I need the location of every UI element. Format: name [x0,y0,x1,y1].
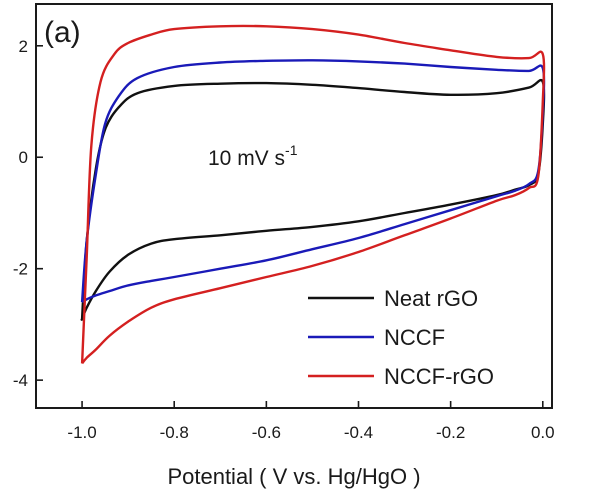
legend-label-nccf-rgo: NCCF-rGO [384,364,494,389]
x-axis-title: Potential ( V vs. Hg/HgO ) [167,464,420,489]
legend-label-neat-rgo: Neat rGO [384,286,478,311]
x-tick-label: -0.8 [160,423,189,442]
y-tick-label: -4 [13,371,28,390]
x-tick-label: -0.6 [252,423,281,442]
x-tick-label: -0.4 [344,423,373,442]
y-tick-label: 2 [19,37,28,56]
scan-rate-annotation: 10 mV s-1 [208,142,298,170]
series-line-neat-rgo [80,78,546,321]
x-tick-label: 0.0 [531,423,555,442]
y-tick-label: 0 [19,148,28,167]
scan-rate-value: 10 mV s [208,147,285,170]
y-tick-label: -2 [13,260,28,279]
panel-label: (a) [44,16,81,49]
series-layer [80,24,546,365]
legend-label-nccf: NCCF [384,325,445,350]
plot-frame [35,3,553,409]
scan-rate-exponent: -1 [285,142,298,158]
series-line-nccf-rgo [80,24,546,365]
x-tick-label: -1.0 [67,423,96,442]
y-axis: 2 0 -2 -4 [13,37,43,390]
x-axis: -1.0 -0.8 -0.6 -0.4 -0.2 0.0 [67,401,555,442]
legend: Neat rGO NCCF NCCF-rGO [308,286,494,389]
x-tick-label: -0.2 [436,423,465,442]
